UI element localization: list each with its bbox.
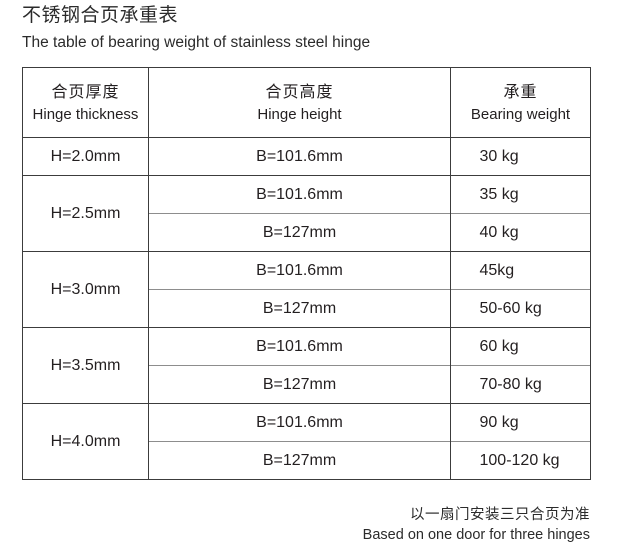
cell-bearing-weight: 45kg xyxy=(450,251,591,290)
column-header-hinge-height: 合页高度 Hinge height xyxy=(148,67,451,138)
cell-bearing-weight: 60 kg xyxy=(450,327,591,366)
cell-hinge-height: B=127mm xyxy=(148,213,451,252)
cell-bearing-weight: 35 kg xyxy=(450,175,591,214)
footer-note: 以一扇门安装三只合页为准 Based on one door for three… xyxy=(363,505,590,545)
column-header-bearing-weight: 承重 Bearing weight xyxy=(450,67,591,138)
bearing-weight-value: 30 kg xyxy=(479,147,519,165)
table-row: B=127mm 70-80 kg xyxy=(23,365,591,404)
column-header-hinge-thickness-en: Hinge thickness xyxy=(32,105,139,123)
bearing-weight-value: 45kg xyxy=(479,261,515,279)
page-title-en: The table of bearing weight of stainless… xyxy=(22,34,371,51)
table-row: B=127mm 100-120 kg xyxy=(23,441,591,480)
cell-hinge-height: B=101.6mm xyxy=(148,175,451,214)
bearing-weight-value: 60 kg xyxy=(479,337,519,355)
hinge-bearing-weight-table: 合页厚度 Hinge thickness 合页高度 Hinge height 承… xyxy=(22,67,591,480)
bearing-weight-value: 35 kg xyxy=(479,185,519,203)
column-header-hinge-height-en: Hinge height xyxy=(257,105,342,123)
table-row: H=2.0mm B=101.6mm 30 kg xyxy=(22,137,591,176)
cell-hinge-thickness: H=3.0mm xyxy=(22,251,149,328)
footer-note-cn: 以一扇门安装三只合页为准 xyxy=(410,507,590,523)
cell-hinge-height: B=127mm xyxy=(148,289,451,328)
table-body: H=2.0mm B=101.6mm 30 kg H=2.5mm B=101.6m… xyxy=(22,137,591,480)
column-header-hinge-height-cn: 合页高度 xyxy=(265,83,334,101)
column-header-hinge-thickness: 合页厚度 Hinge thickness xyxy=(22,67,149,138)
cell-hinge-height: B=127mm xyxy=(148,365,451,404)
cell-bearing-weight: 90 kg xyxy=(450,403,591,442)
bearing-weight-value: 90 kg xyxy=(479,413,519,431)
cell-hinge-thickness: H=4.0mm xyxy=(22,403,149,480)
bearing-weight-value: 70-80 kg xyxy=(479,375,542,393)
table-row: H=2.5mm B=101.6mm 35 kg xyxy=(22,175,591,252)
table-row: H=3.5mm B=101.6mm 60 kg xyxy=(22,327,591,404)
table-header-row: 合页厚度 Hinge thickness 合页高度 Hinge height 承… xyxy=(22,67,591,138)
cell-bearing-weight: 40 kg xyxy=(450,213,591,252)
cell-hinge-height: B=101.6mm xyxy=(148,137,451,176)
cell-hinge-height: B=101.6mm xyxy=(148,403,451,442)
cell-hinge-height: B=127mm xyxy=(148,441,451,480)
bearing-weight-value: 50-60 kg xyxy=(479,299,542,317)
table-header: 合页厚度 Hinge thickness 合页高度 Hinge height 承… xyxy=(22,67,591,138)
column-header-bearing-weight-cn: 承重 xyxy=(503,83,538,101)
cell-hinge-thickness: H=3.5mm xyxy=(22,327,149,404)
cell-bearing-weight: 100-120 kg xyxy=(450,441,591,480)
page-title-cn: 不锈钢合页承重表 xyxy=(22,5,179,26)
bearing-weight-value: 100-120 kg xyxy=(479,451,560,469)
cell-hinge-thickness: H=2.5mm xyxy=(22,175,149,252)
cell-hinge-thickness: H=2.0mm xyxy=(22,137,149,176)
cell-hinge-height: B=101.6mm xyxy=(148,251,451,290)
column-header-bearing-weight-en: Bearing weight xyxy=(470,105,571,123)
cell-hinge-height: B=101.6mm xyxy=(148,327,451,366)
table-row: B=127mm 40 kg xyxy=(23,213,591,252)
footer-note-en: Based on one door for three hinges xyxy=(362,527,590,543)
column-header-hinge-thickness-cn: 合页厚度 xyxy=(51,83,120,101)
cell-bearing-weight: 30 kg xyxy=(450,137,591,176)
cell-bearing-weight: 50-60 kg xyxy=(450,289,591,328)
table-row: H=3.0mm B=101.6mm 45kg xyxy=(22,251,591,328)
bearing-weight-value: 40 kg xyxy=(479,223,519,241)
table-row: B=127mm 50-60 kg xyxy=(23,289,591,328)
cell-bearing-weight: 70-80 kg xyxy=(450,365,591,404)
table-row: H=4.0mm B=101.6mm 90 kg xyxy=(22,403,591,480)
